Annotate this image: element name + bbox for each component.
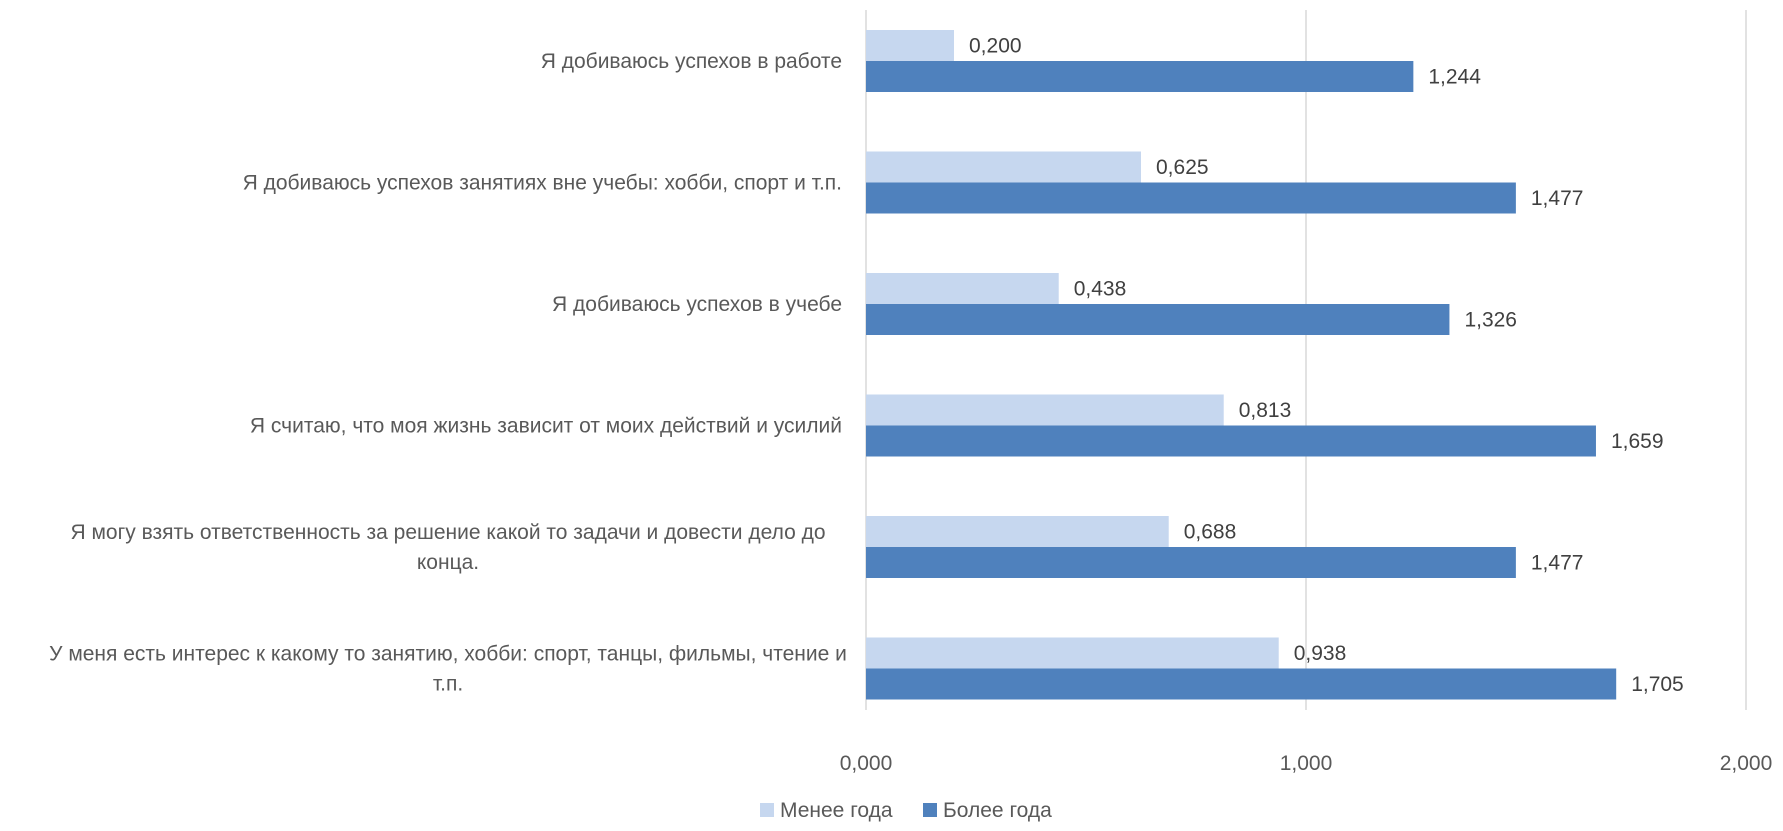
bar-less-than-year xyxy=(866,516,1169,547)
legend-swatch xyxy=(923,803,937,817)
bar-less-than-year xyxy=(866,151,1141,183)
bar-more-than-year xyxy=(866,425,1596,457)
x-tick-label: 2,000 xyxy=(1720,752,1773,775)
data-label: 1,326 xyxy=(1464,309,1517,332)
data-label: 1,705 xyxy=(1631,673,1684,696)
bar-less-than-year xyxy=(866,30,954,61)
data-label: 1,244 xyxy=(1428,66,1481,89)
data-label: 0,625 xyxy=(1156,156,1209,179)
bar-more-than-year xyxy=(866,547,1516,578)
bar-less-than-year xyxy=(866,637,1279,669)
data-label: 1,477 xyxy=(1531,187,1584,210)
category-label: Я считаю, что моя жизнь зависит от моих … xyxy=(250,415,842,438)
bar-more-than-year xyxy=(866,61,1414,92)
category-label-line: Я могу взять ответственность за решение … xyxy=(70,521,825,544)
legend-swatch xyxy=(760,803,774,817)
legend-label: Более года xyxy=(943,799,1052,822)
data-label: 1,477 xyxy=(1531,552,1584,575)
x-tick-label: 0,000 xyxy=(840,752,893,775)
data-label: 0,688 xyxy=(1184,521,1237,544)
bar-more-than-year xyxy=(866,182,1516,214)
category-label-line: У меня есть интерес к какому то занятию,… xyxy=(49,643,847,666)
x-tick-label: 1,000 xyxy=(1280,752,1333,775)
category-label: Я добиваюсь успехов в учебе xyxy=(552,293,842,316)
category-label: У меня есть интерес к какому то занятию,… xyxy=(49,643,847,696)
bar-less-than-year xyxy=(866,273,1059,304)
category-label-line: конца. xyxy=(417,551,479,574)
category-label-line: т.п. xyxy=(433,673,463,696)
category-label: Я могу взять ответственность за решение … xyxy=(70,521,825,574)
category-label-line: Я добиваюсь успехов занятиях вне учебы: … xyxy=(243,172,842,195)
data-label: 1,659 xyxy=(1611,430,1664,453)
category-label: Я добиваюсь успехов в работе xyxy=(541,50,842,73)
data-label: 0,438 xyxy=(1074,278,1127,301)
legend-label: Менее года xyxy=(780,799,893,822)
bar-more-than-year xyxy=(866,668,1617,700)
category-label-line: Я добиваюсь успехов в учебе xyxy=(552,293,842,316)
bar-more-than-year xyxy=(866,304,1450,335)
category-label-line: Я считаю, что моя жизнь зависит от моих … xyxy=(250,415,842,438)
data-label: 0,938 xyxy=(1294,642,1347,665)
bar-less-than-year xyxy=(866,394,1224,426)
category-label-line: Я добиваюсь успехов в работе xyxy=(541,50,842,73)
data-label: 0,200 xyxy=(969,35,1022,58)
data-label: 0,813 xyxy=(1239,399,1292,422)
category-label: Я добиваюсь успехов занятиях вне учебы: … xyxy=(243,172,842,195)
